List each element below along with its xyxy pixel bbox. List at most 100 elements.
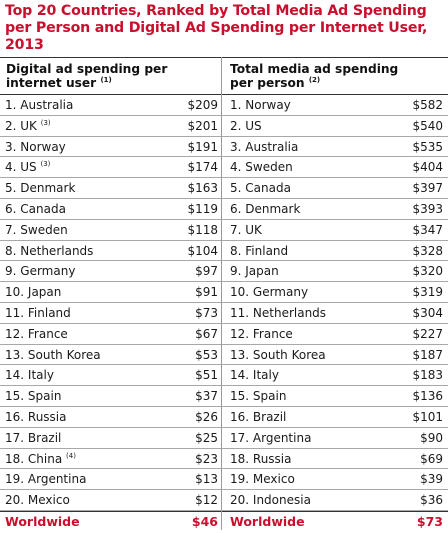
country-name: 18. Russia	[230, 451, 292, 466]
country-name: 12. France	[230, 326, 293, 341]
country-name: 13. South Korea	[5, 347, 101, 362]
digital-cell: 12. France $67	[0, 324, 224, 344]
country-label: 15. Spain	[230, 386, 286, 406]
value-label: $26	[195, 409, 218, 424]
digital-cell: 9. Germany $97	[0, 261, 224, 281]
total-media-cell: 6. Denmark $393	[224, 199, 448, 219]
total-media-cell: 9. Japan $320	[224, 261, 448, 281]
country-name: 3. Australia	[230, 139, 299, 154]
country-label: 10. Japan	[5, 282, 61, 302]
value-label: $347	[412, 222, 443, 237]
value-label: $397	[412, 181, 443, 196]
country-name: 17. Brazil	[5, 430, 62, 445]
value-label: $535	[412, 139, 443, 154]
value-label: $118	[187, 222, 218, 237]
right-header-line1: Total media ad spending	[230, 62, 399, 76]
country-name: 20. Mexico	[5, 493, 70, 508]
value-label: $23	[195, 451, 218, 466]
footnote-marker: (4)	[66, 451, 76, 460]
value-label: $37	[195, 389, 218, 404]
digital-cell: 6. Canada $119	[0, 199, 224, 219]
country-label: 1. Australia	[5, 95, 73, 115]
country-name: 6. Canada	[5, 201, 66, 216]
value-label: $104	[187, 243, 218, 258]
country-label: 12. France	[5, 324, 68, 344]
right-header-line2: per person	[230, 76, 305, 90]
total-media-cell: 7. UK $347	[224, 220, 448, 240]
total-media-cell: 14. Italy $183	[224, 365, 448, 385]
value-label: $174	[187, 160, 218, 175]
country-name: 16. Russia	[5, 409, 67, 424]
value-label: $404	[412, 160, 443, 175]
table-row: 17. Brazil $25 17. Argentina $90	[0, 428, 448, 449]
country-label: 16. Brazil	[230, 407, 286, 427]
table-row: 19. Argentina $13 19. Mexico $39	[0, 469, 448, 491]
country-name: 17. Argentina	[230, 430, 312, 445]
country-name: 9. Japan	[230, 264, 279, 279]
country-label: 5. Canada	[230, 178, 291, 198]
table-row: 6. Canada $119 6. Denmark $393	[0, 199, 448, 220]
value-label: $119	[187, 201, 218, 216]
value-label: $12	[195, 493, 218, 508]
value-label: $91	[195, 285, 218, 300]
value-label: $39	[420, 472, 443, 487]
value-label: $393	[412, 201, 443, 216]
country-name: 2. US	[230, 118, 262, 133]
left-header-line1: Digital ad spending per	[6, 62, 168, 76]
digital-cell: 19. Argentina $13	[0, 469, 224, 489]
digital-cell: 4. US (3) $174	[0, 157, 224, 177]
right-total-value: $73	[416, 513, 443, 529]
table-row: 12. France $67 12. France $227	[0, 324, 448, 345]
right-column-header: Total media ad spending per person (2)	[224, 58, 448, 94]
country-name: 1. Norway	[230, 98, 291, 112]
country-name: 5. Canada	[230, 181, 291, 196]
country-label: 18. China (4)	[5, 449, 76, 469]
digital-cell: 1. Australia $209	[0, 95, 224, 115]
value-label: $36	[420, 493, 443, 508]
digital-cell: 5. Denmark $163	[0, 178, 224, 198]
table-row: 5. Denmark $163 5. Canada $397	[0, 178, 448, 199]
value-label: $51	[195, 368, 218, 383]
total-media-cell: 15. Spain $136	[224, 386, 448, 406]
table-row: 20. Mexico $12 20. Indonesia $36	[0, 490, 448, 511]
total-media-cell: 18. Russia $69	[224, 449, 448, 469]
digital-cell: 10. Japan $91	[0, 282, 224, 302]
country-name: 10. Japan	[5, 285, 62, 300]
country-label: 17. Argentina	[230, 428, 311, 448]
table-row: 14. Italy $51 14. Italy $183	[0, 365, 448, 387]
value-label: $136	[412, 389, 443, 404]
digital-cell: 2. UK (3) $201	[0, 116, 224, 136]
country-label: 18. Russia	[230, 449, 292, 469]
left-column-header: Digital ad spending per internet user (1…	[0, 58, 224, 94]
country-label: 9. Germany	[5, 261, 75, 281]
total-row: Worldwide $46 Worldwide $73	[0, 510, 448, 533]
country-label: 3. Norway	[5, 137, 66, 157]
value-label: $201	[187, 118, 218, 133]
country-label: 20. Mexico	[5, 490, 70, 510]
value-label: $191	[187, 139, 218, 154]
table-row: 10. Japan $91 10. Germany $319	[0, 282, 448, 303]
value-label: $67	[195, 326, 218, 341]
total-media-cell: 2. US $540	[224, 116, 448, 136]
country-label: 14. Italy	[5, 365, 54, 385]
left-total-value: $46	[191, 513, 218, 529]
value-label: $304	[412, 305, 443, 320]
table-row: 7. Sweden $118 7. UK $347	[0, 220, 448, 241]
country-label: 4. Sweden	[230, 157, 293, 177]
digital-cell: 20. Mexico $12	[0, 490, 224, 510]
right-total-label: Worldwide	[230, 513, 305, 529]
total-media-cell: 8. Finland $328	[224, 241, 448, 261]
value-label: $319	[412, 285, 443, 300]
footnote-marker: (3)	[40, 160, 51, 169]
value-label: $25	[195, 430, 218, 445]
value-label: $69	[420, 451, 443, 466]
country-label: 12. France	[230, 324, 293, 344]
left-total-label: Worldwide	[5, 513, 80, 529]
table-row: 2. UK (3) $201 2. US $540	[0, 116, 448, 137]
country-label: 15. Spain	[5, 386, 61, 406]
left-header-line2: internet user	[6, 76, 97, 90]
country-name: 2. UK	[5, 118, 37, 133]
total-media-cell: 16. Brazil $101	[224, 407, 448, 427]
country-name: 7. UK	[230, 222, 262, 237]
value-label: $183	[412, 368, 443, 383]
